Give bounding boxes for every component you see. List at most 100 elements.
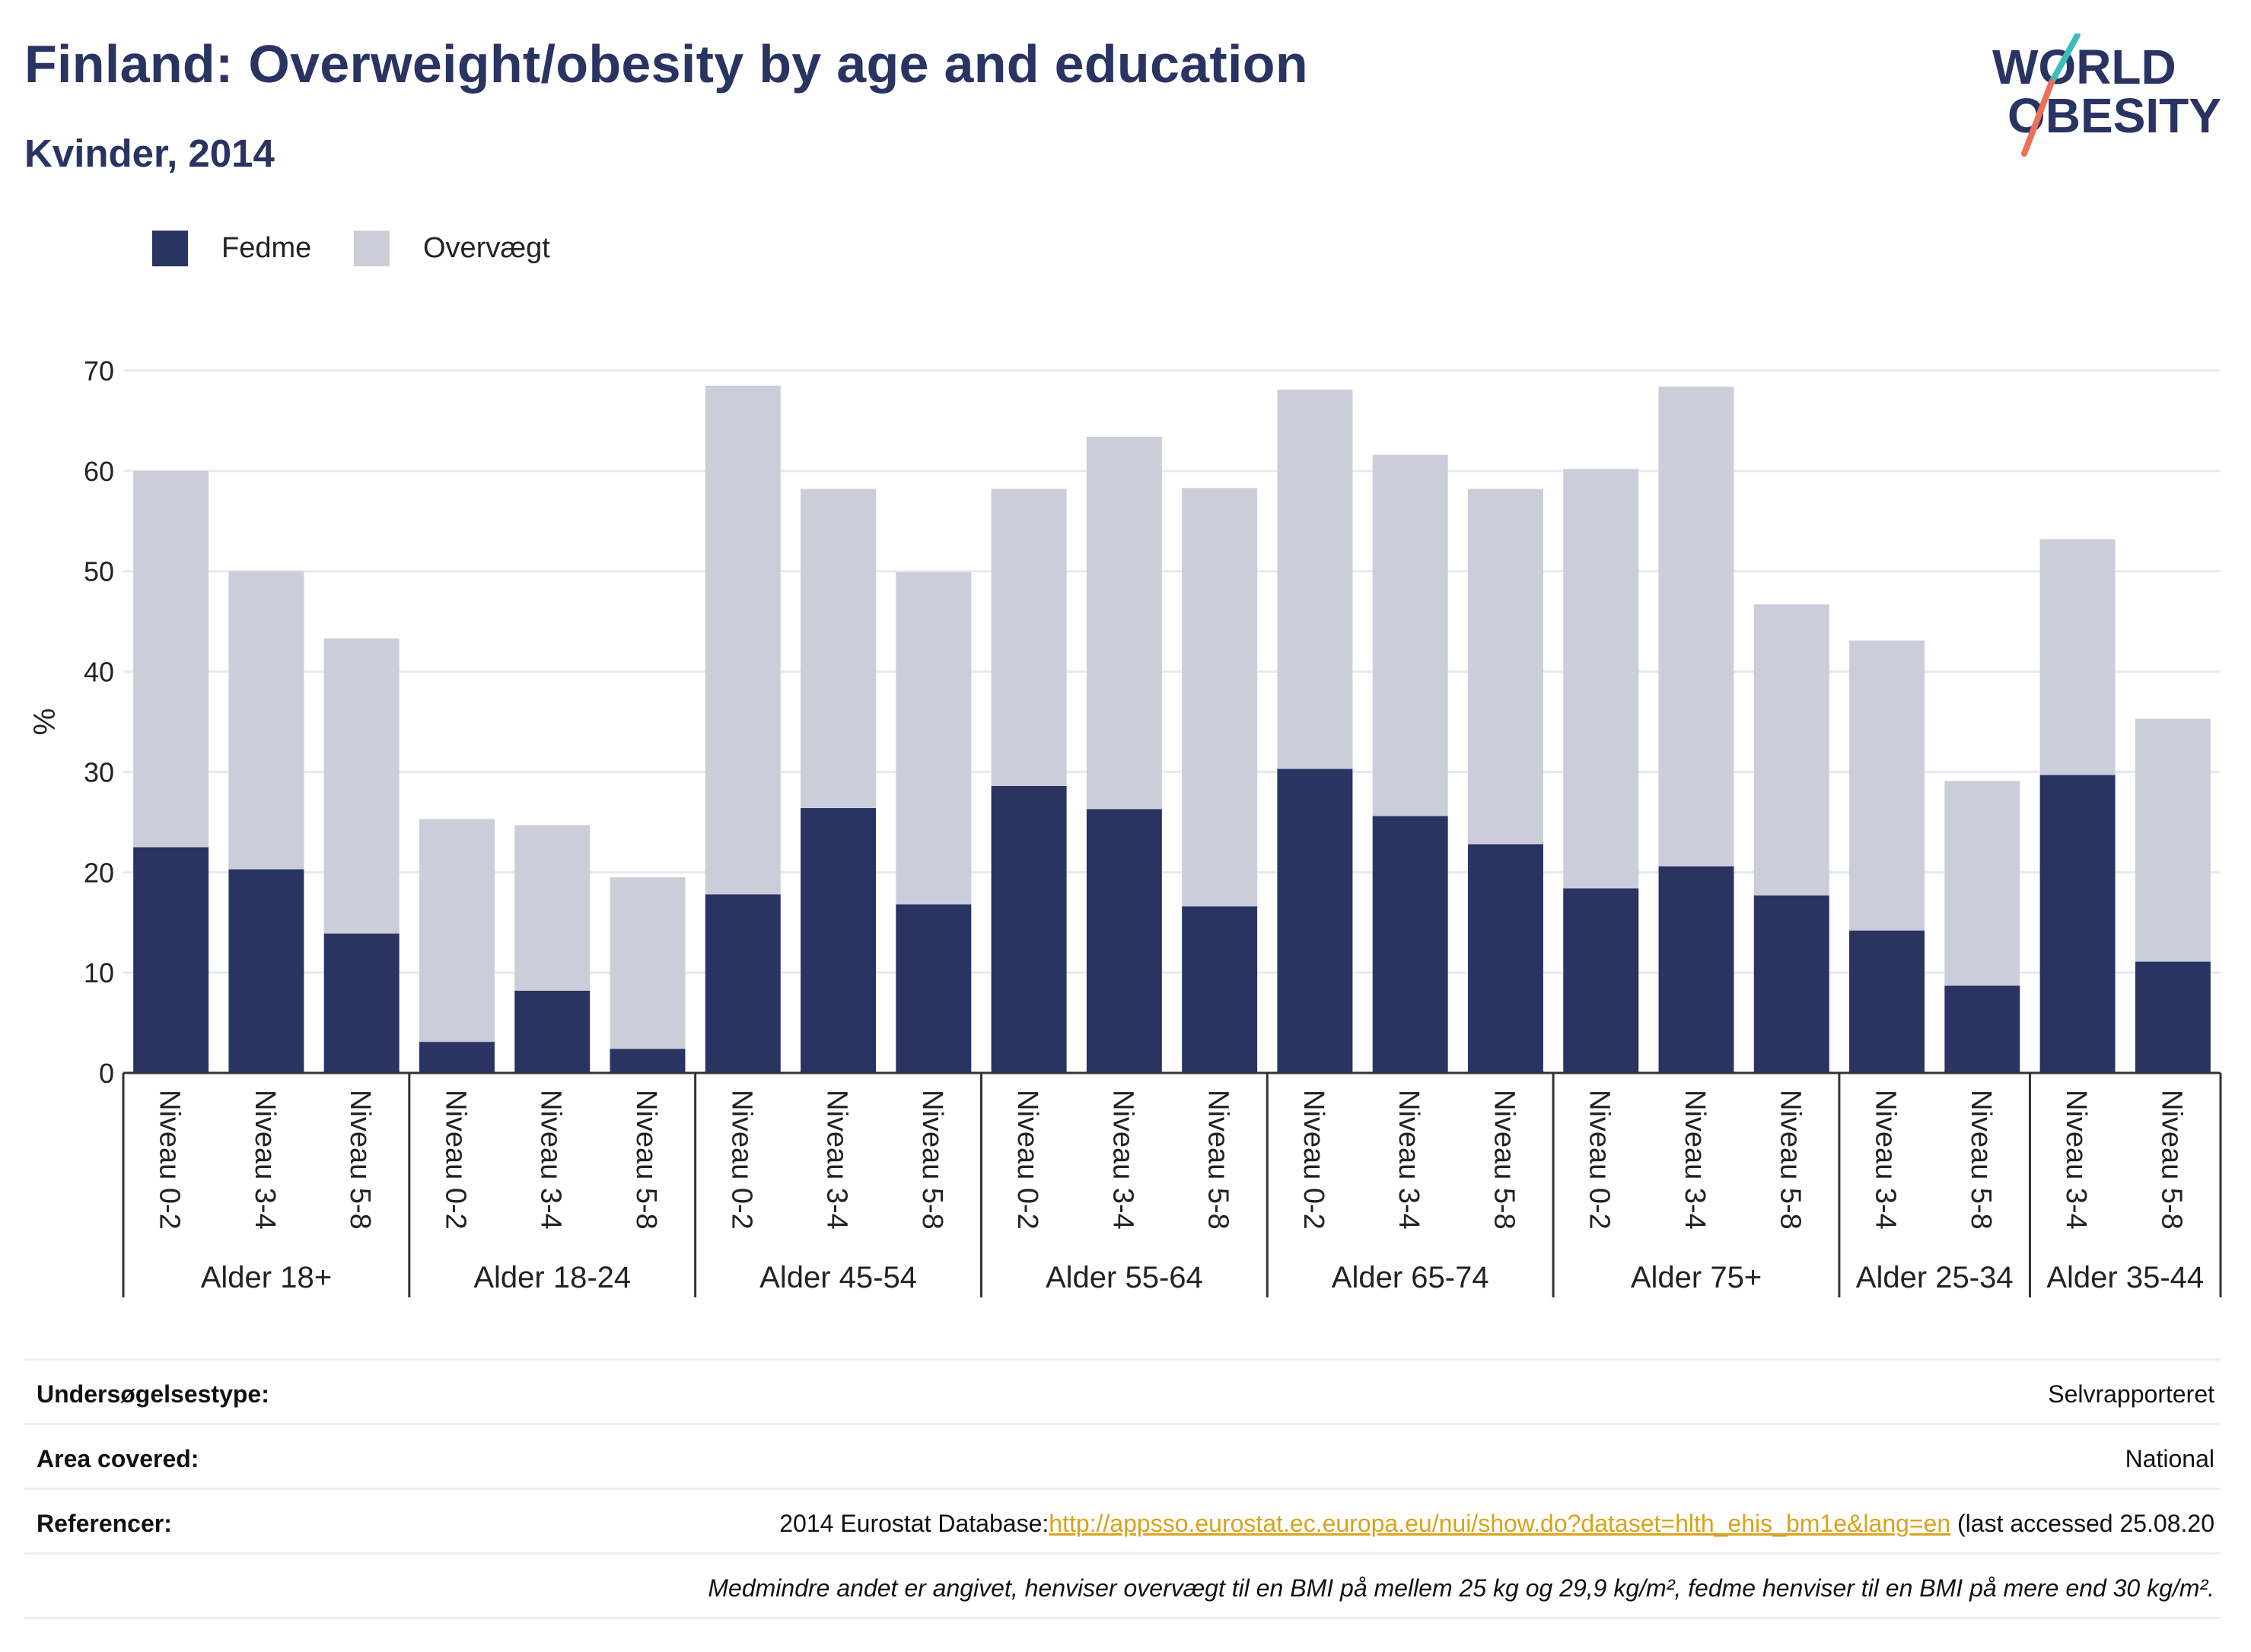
info-row-survey-type: Undersøgelsestype: Selvrapporteret — [24, 1358, 2221, 1423]
x-tick-label: Niveau 5-8 — [1774, 1090, 1806, 1230]
bar-overvaegt — [801, 489, 877, 808]
bar-overvaegt — [610, 877, 686, 1049]
references-value: 2014 Eurostat Database:http://appsso.eur… — [779, 1510, 2214, 1538]
bar-fedme — [1563, 888, 1639, 1073]
bar-overvaegt — [419, 819, 495, 1042]
legend-label-overvaegt: Overvægt — [423, 231, 550, 264]
bar-fedme — [1753, 895, 1829, 1073]
legend-item-overvaegt: Overvægt — [354, 225, 550, 271]
stacked-bar-chart: 0 10 20 30 40 50 60 70% Niveau 0-2 Niveau 3-4 Nive… — [28, 355, 2222, 1297]
area-value: National — [2125, 1445, 2214, 1472]
x-tick-label: Niveau 0-2 — [725, 1090, 757, 1230]
bar-overvaegt — [323, 638, 400, 934]
group-label: Alder 18-24 — [473, 1261, 631, 1294]
x-tick-label: Niveau 3-4 — [1393, 1090, 1425, 1230]
x-tick-label: Niveau 3-4 — [821, 1090, 853, 1230]
bar-fedme — [991, 785, 1067, 1073]
group-label: Alder 45-54 — [759, 1261, 917, 1294]
bar-fedme — [1086, 809, 1162, 1073]
references-label: Referencer: — [37, 1510, 172, 1537]
bar-fedme — [514, 990, 591, 1073]
x-tick-label: Niveau 3-4 — [1870, 1090, 1902, 1230]
bar-overvaegt — [133, 470, 209, 848]
bar-fedme — [323, 933, 400, 1073]
area-label: Area covered: — [37, 1445, 199, 1472]
y-tick-label: 0 — [99, 1058, 114, 1089]
bar-overvaegt — [2135, 718, 2211, 962]
x-tick-label: Niveau 0-2 — [1584, 1090, 1616, 1230]
x-tick-label: Niveau 5-8 — [1202, 1090, 1234, 1230]
bar-overvaegt — [2039, 539, 2116, 775]
references-suffix: (last accessed 25.08.20 — [1950, 1510, 2214, 1537]
bar-overvaegt — [1086, 437, 1162, 810]
references-prefix: 2014 Eurostat Database: — [779, 1510, 1049, 1537]
bar-fedme — [419, 1042, 495, 1073]
info-table: Undersøgelsestype: Selvrapporteret Area … — [24, 1358, 2221, 1619]
bar-overvaegt — [991, 489, 1067, 786]
bar-overvaegt — [514, 825, 591, 991]
x-tick-label: Niveau 5-8 — [916, 1090, 948, 1230]
x-tick-label: Niveau 0-2 — [154, 1090, 186, 1230]
x-tick-label: Niveau 0-2 — [439, 1090, 471, 1230]
bar-fedme — [2135, 961, 2211, 1073]
info-row-note: Medmindre andet er angivet, henviser ove… — [24, 1552, 2221, 1619]
bar-overvaegt — [1563, 469, 1639, 889]
x-tick-label: Niveau 5-8 — [1488, 1090, 1520, 1230]
bar-fedme — [1467, 844, 1543, 1073]
bar-fedme — [1849, 930, 1925, 1073]
group-label: Alder 65-74 — [1332, 1261, 1489, 1294]
bar-overvaegt — [705, 385, 781, 895]
references-link[interactable]: http://appsso.eurostat.ec.europa.eu/nui/… — [1049, 1510, 1951, 1537]
x-tick-label: Niveau 5-8 — [2155, 1090, 2187, 1230]
legend-label-fedme: Fedme — [221, 231, 312, 264]
x-tick-label: Niveau 5-8 — [344, 1090, 376, 1230]
bar-fedme — [1182, 906, 1258, 1073]
group-label: Alder 25-34 — [1856, 1261, 2014, 1294]
bar-fedme — [801, 807, 877, 1073]
bar-overvaegt — [1753, 604, 1829, 896]
legend-swatch-fedme — [152, 230, 188, 266]
y-tick-label: 50 — [84, 556, 114, 587]
x-tick-label: Niveau 0-2 — [1297, 1090, 1329, 1230]
x-tick-label: Niveau 5-8 — [630, 1090, 662, 1230]
bar-overvaegt — [896, 572, 972, 905]
bar-fedme — [705, 894, 781, 1073]
bar-overvaegt — [1658, 387, 1734, 867]
bar-overvaegt — [228, 571, 304, 870]
bar-fedme — [1944, 985, 2020, 1073]
bar-overvaegt — [1849, 640, 1925, 931]
y-tick-label: 30 — [84, 756, 114, 788]
group-label: Alder 35-44 — [2046, 1261, 2204, 1294]
survey-type-label: Undersøgelsestype: — [37, 1380, 269, 1408]
legend-item-fedme: Fedme — [152, 225, 311, 271]
logo-line1: WORLD — [1992, 40, 2176, 94]
x-tick-label: Niveau 3-4 — [249, 1090, 281, 1230]
x-tick-label: Niveau 0-2 — [1011, 1090, 1043, 1230]
y-tick-label: 10 — [84, 957, 114, 988]
bar-overvaegt — [1372, 454, 1448, 816]
group-label: Alder 75+ — [1631, 1261, 1762, 1294]
bar-fedme — [1277, 769, 1353, 1073]
bar-fedme — [610, 1049, 686, 1073]
bar-overvaegt — [1467, 489, 1543, 845]
logo-slash-teal — [2049, 33, 2081, 85]
x-tick-label: Niveau 3-4 — [1679, 1090, 1711, 1230]
x-tick-label: Niveau 3-4 — [2060, 1090, 2092, 1230]
bar-fedme — [228, 869, 304, 1073]
bar-fedme — [1658, 866, 1734, 1073]
bar-fedme — [1372, 816, 1448, 1073]
y-tick-label: 70 — [84, 355, 114, 387]
bar-fedme — [896, 904, 972, 1073]
bar-overvaegt — [1944, 781, 2020, 986]
legend-swatch-overvaegt — [354, 230, 390, 266]
page-title: Finland: Overweight/obesity by age and e… — [24, 34, 1308, 94]
x-tick-label: Niveau 3-4 — [1106, 1090, 1138, 1230]
bar-fedme — [133, 847, 209, 1073]
bar-overvaegt — [1182, 488, 1258, 907]
bar-overvaegt — [1277, 390, 1353, 769]
page-subtitle: Kvinder, 2014 — [24, 132, 275, 175]
y-tick-label: 60 — [84, 456, 114, 487]
info-row-references: Referencer: 2014 Eurostat Database:http:… — [24, 1488, 2221, 1552]
bmi-note: Medmindre andet er angivet, henviser ove… — [708, 1574, 2214, 1602]
x-tick-label: Niveau 3-4 — [535, 1090, 567, 1230]
